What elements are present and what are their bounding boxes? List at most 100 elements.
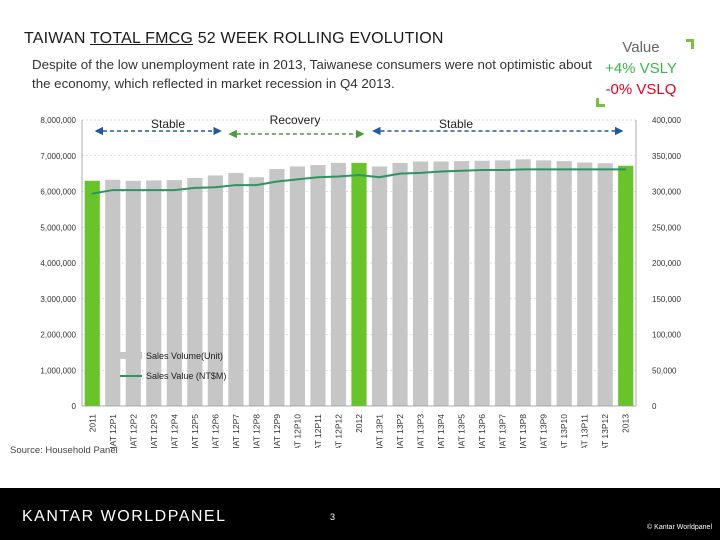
sales-value-point <box>481 169 483 171</box>
kpi-vslq: -0% VSLQ <box>605 81 677 98</box>
bar <box>207 175 223 406</box>
x-tick-label: MAT 13P6 <box>477 414 487 448</box>
sales-value-point <box>440 170 442 173</box>
source-note: Source: Household Panel <box>10 445 118 456</box>
x-tick-label: MAT 12P11 <box>313 414 323 448</box>
y-right-tick-label: 200,000 <box>652 259 681 268</box>
sales-value-point <box>255 184 258 186</box>
legend-swatch-volume <box>120 352 142 359</box>
y-right-tick-label: 350,000 <box>652 152 681 161</box>
x-tick-label: MAT 12P7 <box>231 414 241 448</box>
corner-bracket-bottom-left <box>596 98 605 107</box>
y-left-tick-label: 1,000,000 <box>40 366 76 375</box>
sales-value-point <box>542 168 545 171</box>
x-tick-label: MAT 12P9 <box>272 414 282 448</box>
x-tick-label: MAT 12P4 <box>169 414 179 448</box>
bar <box>269 168 285 406</box>
legend-label-value: Sales Value (NT$M) <box>146 371 226 381</box>
sales-value-point <box>419 172 422 174</box>
sales-value-point <box>624 168 627 171</box>
bar <box>228 172 244 406</box>
sales-value-point <box>583 168 586 171</box>
y-right-tick-label: 100,000 <box>652 331 681 340</box>
x-tick-label: MAT 13P8 <box>518 414 528 448</box>
y-left-tick-label: 5,000,000 <box>40 223 76 232</box>
sales-value-point <box>563 168 565 171</box>
bar <box>392 162 408 406</box>
bar <box>412 161 429 406</box>
y-left-tick-label: 8,000,000 <box>40 116 76 125</box>
bar <box>515 159 531 406</box>
y-left-tick-label: 2,000,000 <box>40 331 76 340</box>
x-tick-label: 2013 <box>621 414 631 433</box>
x-tick-label: 2012 <box>354 414 364 433</box>
sales-value-point <box>91 192 94 195</box>
y-left-tick-label: 3,000,000 <box>40 295 76 304</box>
x-tick-label: MAT 13P5 <box>457 414 467 448</box>
legend-label-volume: Sales Volume(Unit) <box>146 351 223 361</box>
kpi-label: Value <box>622 39 660 56</box>
x-tick-label: MAT 12P6 <box>210 414 220 448</box>
bar <box>105 179 121 406</box>
x-tick-label: MAT 12P5 <box>190 414 200 448</box>
x-tick-label: MAT 13P1 <box>375 414 385 448</box>
sales-value-point <box>235 184 237 186</box>
page-title: TAIWAN TOTAL FMCG 52 WEEK ROLLING EVOLUT… <box>24 30 444 48</box>
bar <box>474 160 490 406</box>
bar <box>289 166 306 406</box>
y-left-tick-label: 7,000,000 <box>40 152 76 161</box>
corner-bracket-top-right <box>686 39 694 49</box>
sales-value-point <box>111 189 114 191</box>
bar-highlight <box>618 165 634 406</box>
bar <box>536 160 552 406</box>
bar <box>310 165 326 406</box>
bar <box>125 180 141 406</box>
kpi-box: Value +4% VSLY -0% VSLQ <box>596 37 686 100</box>
x-tick-label: 2011 <box>87 414 97 433</box>
sales-value-point <box>399 172 401 175</box>
phase-label: Stable <box>439 117 473 131</box>
bar <box>371 166 388 406</box>
page-number: 3 <box>330 512 336 522</box>
bar <box>577 162 593 406</box>
x-tick-label: MAT 12P3 <box>149 414 159 448</box>
y-right-tick-label: 250,000 <box>652 223 681 232</box>
y-left-tick-label: 6,000,000 <box>40 188 76 197</box>
bar-highlight <box>351 162 367 406</box>
sales-value-point <box>214 186 217 189</box>
bar <box>454 161 470 406</box>
copyright: © Kantar Worldpanel <box>647 524 712 531</box>
bar <box>187 177 203 406</box>
phase-label: Recovery <box>270 113 321 127</box>
rolling-evolution-chart: 0 1,000,000 2,000,000 3,000,000 4,000,000 5,0… <box>40 113 681 448</box>
y-right-tick-label: 0 <box>652 402 657 411</box>
sales-value-point <box>132 189 135 191</box>
sales-value-point <box>378 176 381 178</box>
sales-value-point <box>522 168 524 171</box>
bar <box>248 177 264 406</box>
kantar-logo: KANTAR WORLDPANEL <box>22 508 227 525</box>
x-tick-label: MAT 12P10 <box>292 414 302 448</box>
x-tick-label: MAT 12P8 <box>251 414 261 448</box>
x-tick-label: MAT 13P2 <box>395 414 405 448</box>
bar <box>146 180 162 406</box>
sales-value-point <box>173 189 176 191</box>
bar-highlight <box>84 180 100 406</box>
title-suffix: 52 WEEK ROLLING EVOLUTION <box>193 30 444 47</box>
x-tick-label: MAT 13P4 <box>436 414 446 448</box>
y-right-tick-label: 50,000 <box>652 366 677 375</box>
x-tick-label: MAT 12P12 <box>333 414 343 448</box>
x-tick-label: MAT 13P10 <box>559 414 569 448</box>
sales-value-point <box>337 175 340 178</box>
y-right-tick-label: 150,000 <box>652 295 681 304</box>
bar <box>330 162 347 406</box>
sales-value-point <box>194 187 196 189</box>
x-tick-label: MAT 13P12 <box>600 414 610 448</box>
x-tick-label: MAT 12P2 <box>128 414 138 448</box>
subtitle: Despite of the low unemployment rate in … <box>32 57 593 91</box>
y-left-tick-label: 0 <box>72 402 77 411</box>
x-tick-label: MAT 13P9 <box>539 414 549 448</box>
sales-value-point <box>276 180 278 183</box>
bar <box>597 163 613 406</box>
title-prefix: TAIWAN <box>24 30 90 47</box>
